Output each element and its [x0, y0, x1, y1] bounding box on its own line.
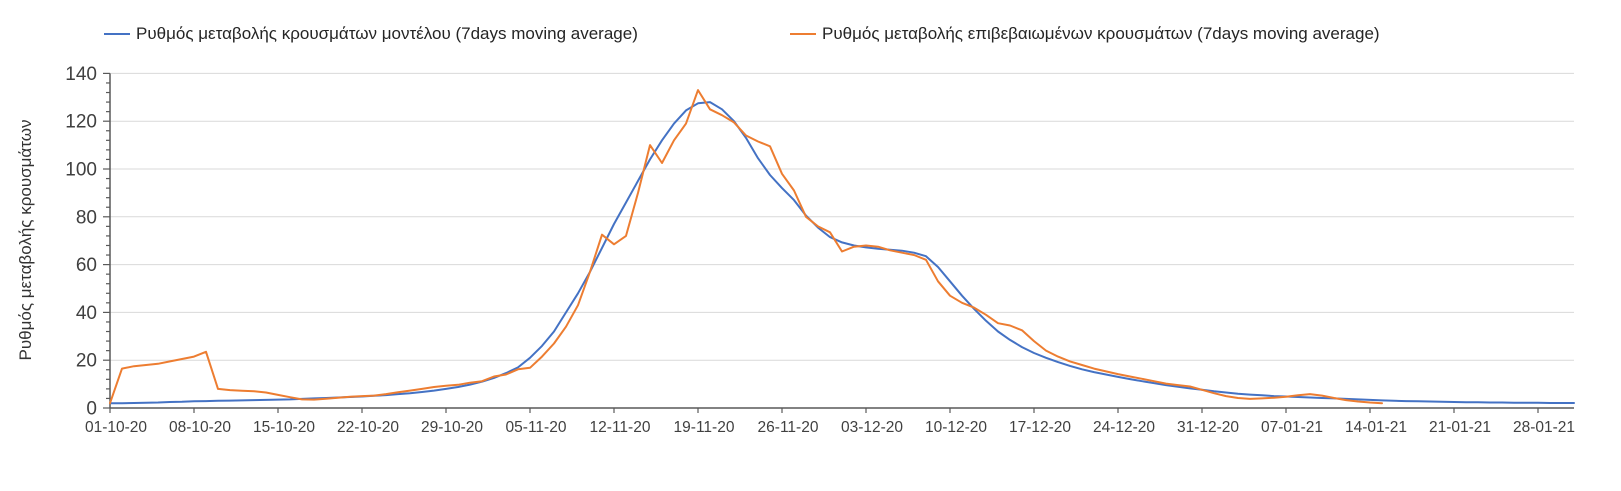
x-axis-tick-label: 03-12-20 [841, 419, 903, 436]
x-axis-tick-label: 19-11-20 [674, 419, 735, 436]
x-axis-tick-label: 08-10-20 [169, 419, 231, 436]
y-axis-tick-label: 80 [76, 207, 97, 228]
y-axis-tick-label: 0 [86, 399, 97, 420]
y-axis-tick-label: 100 [65, 160, 97, 181]
x-axis-tick-label: 01-10-20 [85, 419, 147, 436]
legend-item-model[interactable]: Ρυθμός μεταβολής κρουσμάτων μοντέλου (7d… [104, 24, 638, 44]
legend-item-confirmed[interactable]: Ρυθμός μεταβολής επιβεβαιωμένων κρουσμάτ… [790, 24, 1380, 44]
x-axis-tick-label: 15-10-20 [253, 419, 315, 436]
x-axis-tick-label: 29-10-20 [421, 419, 483, 436]
y-axis-tick-label: 140 [65, 64, 97, 85]
y-axis-tick-label: 40 [76, 303, 97, 324]
x-axis-tick-label: 05-11-20 [506, 419, 567, 436]
x-axis-tick-label: 17-12-20 [1009, 419, 1071, 436]
y-axis-tick-label: 120 [65, 112, 97, 133]
legend-line-swatch-confirmed [790, 33, 816, 35]
series-line-confirmed [109, 89, 1383, 405]
x-axis-tick-label: 14-01-21 [1345, 419, 1407, 436]
x-axis-tick-label: 07-01-21 [1261, 419, 1323, 436]
x-axis-tick-label: 28-01-21 [1513, 419, 1575, 436]
y-axis-tick-label: 60 [76, 255, 97, 276]
legend-line-swatch-model [104, 33, 130, 35]
x-axis-tick-label: 22-10-20 [337, 419, 399, 436]
x-axis-tick-label: 21-01-21 [1429, 419, 1491, 436]
x-axis-tick-label: 12-11-20 [590, 419, 651, 436]
y-axis-tick-label: 20 [76, 351, 97, 372]
x-axis-tick-label: 24-12-20 [1093, 419, 1155, 436]
x-axis-tick-label: 26-11-20 [758, 419, 819, 436]
legend-label-model: Ρυθμός μεταβολής κρουσμάτων μοντέλου (7d… [136, 24, 638, 43]
series-line-model [109, 101, 1575, 405]
x-axis-tick-label: 31-12-20 [1177, 419, 1239, 436]
legend-label-confirmed: Ρυθμός μεταβολής επιβεβαιωμένων κρουσμάτ… [822, 24, 1380, 43]
x-axis-tick-label: 10-12-20 [925, 419, 987, 436]
